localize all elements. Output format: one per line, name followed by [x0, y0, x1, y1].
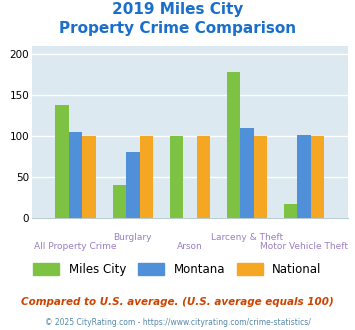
- Bar: [197, 136, 210, 218]
- Bar: [284, 204, 297, 218]
- Bar: [140, 136, 153, 218]
- Text: 2019 Miles City: 2019 Miles City: [112, 2, 243, 16]
- Text: Larceny & Theft: Larceny & Theft: [211, 233, 283, 242]
- Legend: Miles City, Montana, National: Miles City, Montana, National: [33, 263, 322, 276]
- Text: Property Crime Comparison: Property Crime Comparison: [59, 21, 296, 36]
- Text: Motor Vehicle Theft: Motor Vehicle Theft: [260, 242, 348, 251]
- Bar: [69, 132, 82, 218]
- Bar: [55, 105, 69, 218]
- Bar: [297, 135, 311, 218]
- Bar: [170, 136, 183, 218]
- Text: Arson: Arson: [177, 242, 203, 251]
- Bar: [254, 136, 267, 218]
- Text: Burglary: Burglary: [114, 233, 152, 242]
- Bar: [240, 128, 254, 218]
- Bar: [311, 136, 324, 218]
- Bar: [82, 136, 96, 218]
- Text: © 2025 CityRating.com - https://www.cityrating.com/crime-statistics/: © 2025 CityRating.com - https://www.city…: [45, 318, 310, 327]
- Text: Compared to U.S. average. (U.S. average equals 100): Compared to U.S. average. (U.S. average …: [21, 297, 334, 307]
- Bar: [113, 185, 126, 218]
- Bar: [227, 72, 240, 218]
- Text: All Property Crime: All Property Crime: [34, 242, 117, 251]
- Bar: [126, 152, 140, 218]
